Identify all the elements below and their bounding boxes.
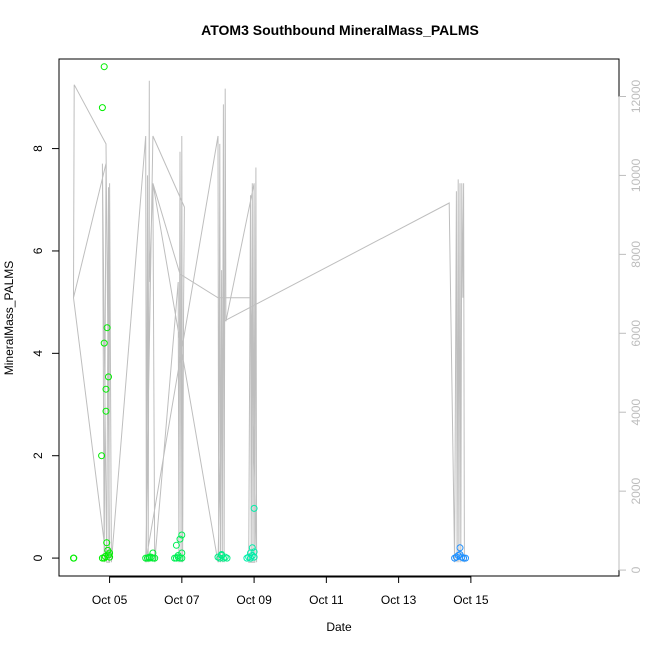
points-layer: [70, 63, 469, 562]
y2-tick-label: 12000: [629, 79, 643, 113]
data-point: [218, 551, 226, 558]
y2-tick-label: 10000: [629, 158, 643, 192]
data-point: [250, 553, 258, 561]
x-tick-label: Oct 09: [236, 593, 272, 607]
data-point: [100, 63, 108, 71]
altitude-layer: [72, 80, 465, 563]
plot-frame: [58, 58, 620, 577]
data-point: [250, 548, 258, 556]
data-point: [70, 554, 78, 562]
x-tick-label: Oct 11: [309, 593, 344, 607]
altitude-line: [72, 80, 465, 563]
y-tick-label: 0: [31, 554, 45, 561]
data-point: [456, 551, 464, 558]
y-tick-label: 8: [31, 145, 45, 152]
data-point: [98, 452, 106, 460]
data-point: [103, 539, 111, 547]
y2-tick-label: 4000: [629, 399, 643, 426]
y-tick-label: 2: [31, 452, 45, 459]
data-point: [178, 531, 186, 539]
data-point: [100, 339, 108, 347]
x-tick-label: Oct 15: [453, 593, 489, 607]
y2-tick-label: 0: [629, 566, 643, 573]
data-point: [250, 504, 258, 512]
x-axis-label: Date: [326, 620, 352, 634]
y-axis-label: MineralMass_PALMS: [2, 261, 16, 375]
data-point: [106, 553, 114, 561]
data-point: [101, 553, 109, 560]
data-point: [174, 552, 182, 559]
data-point: [456, 544, 464, 552]
data-point: [102, 385, 110, 393]
y-tick-label: 4: [31, 350, 45, 357]
data-point: [149, 549, 157, 557]
x-tick-label: Oct 05: [92, 593, 128, 607]
axes-layer: Oct 05 Oct 07 Oct 09 Oct 11 Oct 13 Oct 15 0 2 4 6…: [31, 79, 643, 607]
data-point: [223, 554, 231, 562]
data-point: [98, 104, 106, 112]
data-point: [462, 554, 469, 562]
data-point: [460, 554, 468, 562]
data-point: [247, 549, 254, 557]
y-tick-label: 6: [31, 247, 45, 254]
data-point: [176, 535, 184, 543]
y2-tick-label: 2000: [629, 477, 643, 504]
data-point: [105, 373, 112, 381]
chart-title: ATOM3 Southbound MineralMass_PALMS: [201, 22, 479, 38]
y2-tick-label: 6000: [629, 320, 643, 347]
data-point: [172, 541, 180, 549]
data-point: [106, 549, 114, 557]
x-tick-label: Oct 07: [164, 593, 200, 607]
data-point: [102, 407, 110, 415]
data-point: [103, 324, 111, 332]
x-tick-label: Oct 13: [381, 593, 417, 607]
y2-tick-label: 8000: [629, 241, 643, 268]
